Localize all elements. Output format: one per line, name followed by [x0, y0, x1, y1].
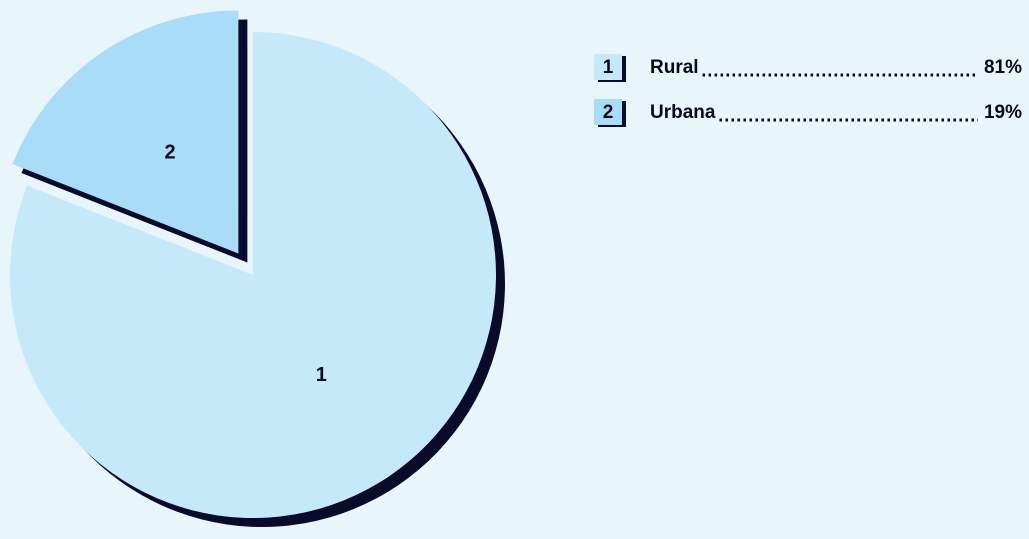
legend-box [594, 54, 622, 80]
legend-label: Rural [650, 57, 699, 78]
slice-label: 1 [316, 364, 327, 386]
legend-marker: 2 [603, 102, 614, 123]
slice [12, 10, 239, 254]
legend-marker: 1 [603, 57, 614, 78]
slice-label: 2 [165, 141, 176, 163]
legend-box [594, 99, 622, 125]
legend-label: Urbana [650, 102, 716, 123]
slice [9, 32, 497, 518]
legend-value: 81% [984, 57, 1022, 78]
legend-value: 19% [984, 102, 1022, 123]
